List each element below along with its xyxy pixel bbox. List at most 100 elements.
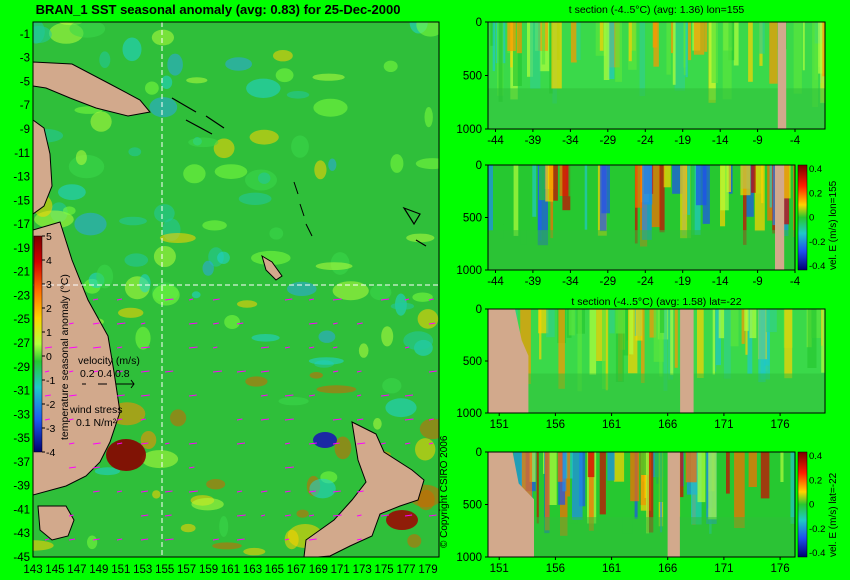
wind-arrow bbox=[164, 370, 174, 373]
section-streak bbox=[587, 452, 595, 478]
wind-arrow bbox=[68, 442, 75, 445]
velocity-colorbar-tick-label: 0.2 bbox=[809, 475, 822, 486]
map-lat-tick-label: -37 bbox=[13, 457, 30, 469]
section-panels: t section (-4..5°C) (avg: 1.36) lon=155 0… bbox=[456, 4, 839, 575]
wind-arrow bbox=[428, 322, 436, 325]
section-streak bbox=[769, 22, 778, 84]
section-streak bbox=[741, 309, 745, 344]
anomaly-patch bbox=[119, 216, 147, 226]
section-streak bbox=[740, 165, 751, 196]
anomaly-patch bbox=[415, 438, 436, 461]
anomaly-patch bbox=[214, 164, 248, 180]
section-streak bbox=[599, 22, 604, 51]
wind-arrow bbox=[212, 322, 219, 325]
section-streak bbox=[549, 22, 553, 94]
section-streak bbox=[759, 22, 765, 54]
section-streak bbox=[653, 22, 659, 67]
panel-plot bbox=[488, 309, 825, 413]
anomaly-patch bbox=[250, 250, 291, 266]
section-streak bbox=[630, 452, 640, 502]
section-streak bbox=[749, 309, 757, 339]
wind-legend-scale: 0.1 N/m² bbox=[76, 417, 117, 429]
map-lat-tick-label: -5 bbox=[20, 76, 30, 88]
section-streak bbox=[498, 22, 503, 102]
anomaly-patch bbox=[417, 309, 439, 329]
wind-arrow bbox=[188, 298, 194, 301]
section-streak bbox=[687, 22, 692, 61]
wind-arrow bbox=[332, 322, 338, 325]
anomaly-patch bbox=[75, 150, 87, 166]
section-streak bbox=[513, 22, 522, 86]
wind-arrow bbox=[404, 394, 414, 397]
section-streak bbox=[720, 165, 729, 211]
wind-arrow bbox=[284, 394, 294, 397]
section-streak bbox=[747, 309, 753, 374]
anomaly-patch bbox=[358, 343, 369, 358]
section-streak bbox=[537, 165, 548, 246]
x-tick-label: 161 bbox=[602, 563, 621, 575]
section-streak bbox=[758, 309, 766, 383]
anomaly-patch bbox=[390, 302, 415, 310]
section-streak bbox=[790, 452, 795, 524]
velocity-legend-scale: 0.2 0.4 0.8 bbox=[80, 368, 130, 380]
wind-arrow bbox=[68, 538, 76, 541]
x-tick-label: -9 bbox=[752, 135, 762, 147]
wind-arrow bbox=[260, 418, 270, 421]
section-streak bbox=[588, 452, 594, 531]
depth-tick-label: 0 bbox=[476, 304, 482, 316]
sst-colorbar-tick-label: -4 bbox=[46, 447, 55, 459]
australia-landmass bbox=[33, 221, 121, 496]
wind-arrow bbox=[308, 346, 315, 349]
x-tick-label: 151 bbox=[490, 563, 509, 575]
anomaly-patch bbox=[334, 436, 352, 460]
wind-arrow bbox=[92, 538, 100, 541]
section-streak bbox=[754, 165, 765, 232]
section-streak bbox=[663, 309, 668, 391]
velocity-colorbar-tick-label: -0.4 bbox=[809, 261, 825, 272]
section-streak bbox=[490, 22, 495, 46]
section-streak bbox=[635, 309, 643, 341]
wind-arrow bbox=[428, 418, 434, 421]
anomaly-patch bbox=[180, 523, 196, 533]
x-tick-label: 176 bbox=[771, 419, 790, 431]
anomaly-patch bbox=[152, 284, 180, 306]
land-gap bbox=[667, 452, 680, 557]
sst-colorbar-tick-label: 0 bbox=[46, 351, 52, 363]
anomaly-patch bbox=[416, 22, 439, 37]
sst-colorbar-label: temperature seasonal anomaly (°C) bbox=[59, 274, 71, 440]
panel-plot bbox=[488, 22, 825, 129]
section-streak bbox=[743, 165, 747, 245]
wind-arrow bbox=[116, 538, 123, 541]
anomaly-patch bbox=[159, 233, 196, 243]
map-lat-tick-label: -23 bbox=[13, 290, 30, 302]
anomaly-patch bbox=[140, 431, 157, 449]
wind-arrow bbox=[164, 298, 174, 301]
section-streak bbox=[568, 309, 575, 336]
section-streak bbox=[520, 165, 527, 245]
anomaly-patch bbox=[269, 227, 284, 240]
sst-colorbar-tick-label: 5 bbox=[46, 231, 52, 243]
wind-arrow bbox=[308, 298, 314, 301]
wind-arrow bbox=[68, 514, 74, 517]
anomaly-patch bbox=[316, 385, 357, 394]
wind-arrow bbox=[116, 346, 123, 349]
anomaly-patch bbox=[183, 164, 206, 184]
deep-water-band bbox=[488, 230, 795, 270]
anomaly-patch bbox=[141, 450, 179, 469]
section-streak bbox=[616, 165, 623, 211]
wind-arrow bbox=[404, 418, 414, 421]
wind-arrow bbox=[140, 490, 148, 493]
velocity-colorbar-tick-label: 0 bbox=[809, 500, 814, 511]
section-streak bbox=[772, 165, 776, 226]
map-lat-tick-label: -45 bbox=[13, 552, 30, 564]
x-tick-label: -34 bbox=[562, 276, 579, 288]
map-lon-tick-label: 143 bbox=[23, 564, 42, 576]
section-streak bbox=[609, 165, 614, 212]
anomaly-patch bbox=[219, 516, 229, 537]
anomaly-patch bbox=[128, 147, 142, 157]
anomaly-patch bbox=[383, 60, 398, 72]
tasmania-landmass bbox=[37, 505, 75, 541]
depth-tick-label: 1000 bbox=[456, 124, 482, 136]
section-streak bbox=[784, 309, 793, 379]
anomaly-patch bbox=[124, 253, 149, 267]
